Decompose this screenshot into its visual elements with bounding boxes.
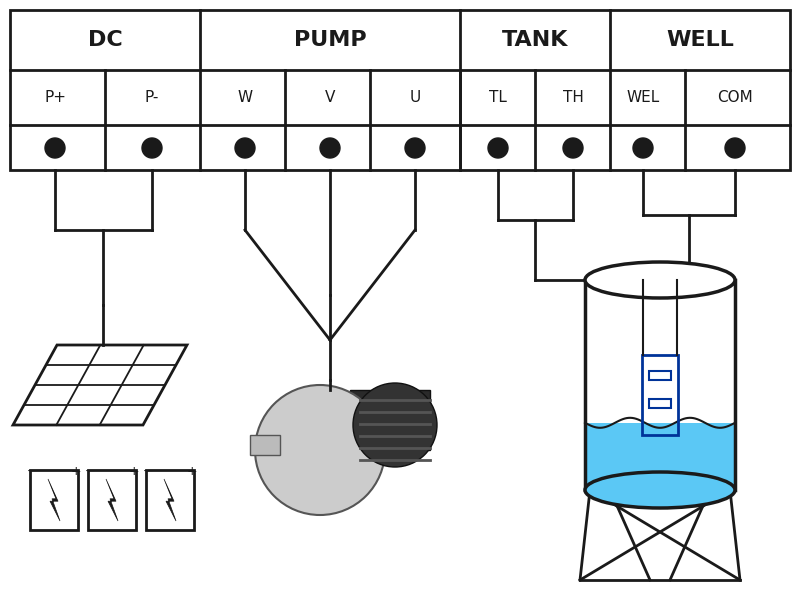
Text: V: V <box>325 89 335 104</box>
Circle shape <box>353 383 437 467</box>
Circle shape <box>563 138 583 158</box>
Text: −: − <box>85 465 95 478</box>
Circle shape <box>488 138 508 158</box>
Text: U: U <box>410 89 421 104</box>
Bar <box>250 435 280 455</box>
Ellipse shape <box>585 262 735 298</box>
Text: TL: TL <box>489 89 507 104</box>
Circle shape <box>405 138 425 158</box>
Polygon shape <box>48 479 60 521</box>
Bar <box>650 399 671 408</box>
Text: WEL: WEL <box>626 89 660 104</box>
Ellipse shape <box>585 472 735 508</box>
Polygon shape <box>164 479 176 521</box>
Text: PUMP: PUMP <box>294 30 366 50</box>
Circle shape <box>142 138 162 158</box>
Bar <box>650 371 671 380</box>
Bar <box>350 390 430 450</box>
Text: TH: TH <box>562 89 583 104</box>
Circle shape <box>255 385 385 515</box>
Text: −: − <box>142 465 154 478</box>
Text: COM: COM <box>717 89 753 104</box>
Circle shape <box>633 138 653 158</box>
Circle shape <box>235 138 255 158</box>
Circle shape <box>320 138 340 158</box>
Text: +: + <box>70 465 82 478</box>
Text: TANK: TANK <box>502 30 568 50</box>
Polygon shape <box>585 423 735 490</box>
Text: WELL: WELL <box>666 30 734 50</box>
Circle shape <box>725 138 745 158</box>
Text: +: + <box>129 465 139 478</box>
Text: P-: P- <box>145 89 159 104</box>
Text: DC: DC <box>88 30 122 50</box>
Circle shape <box>45 138 65 158</box>
Text: W: W <box>238 89 253 104</box>
Polygon shape <box>106 479 118 521</box>
Text: +: + <box>186 465 198 478</box>
Text: −: − <box>26 465 38 478</box>
Text: P+: P+ <box>44 89 66 104</box>
